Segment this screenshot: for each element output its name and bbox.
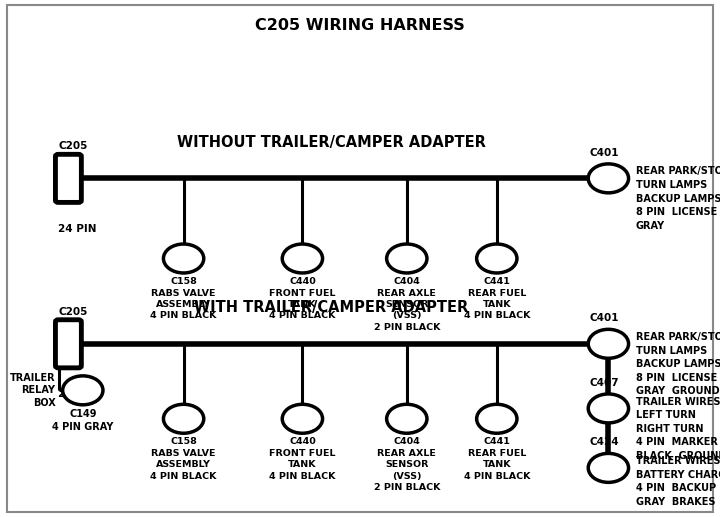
Circle shape xyxy=(63,376,103,405)
Circle shape xyxy=(163,404,204,433)
Circle shape xyxy=(588,329,629,358)
Text: C441
REAR FUEL
TANK
4 PIN BLACK: C441 REAR FUEL TANK 4 PIN BLACK xyxy=(464,277,530,321)
Text: C401: C401 xyxy=(590,148,619,158)
Text: C205: C205 xyxy=(58,307,88,316)
Text: TRAILER WIRES
LEFT TURN
RIGHT TURN
4 PIN  MARKER
BLACK  GROUND: TRAILER WIRES LEFT TURN RIGHT TURN 4 PIN… xyxy=(636,397,720,461)
Text: 24 PIN: 24 PIN xyxy=(58,389,96,399)
Text: C149
4 PIN GRAY: C149 4 PIN GRAY xyxy=(52,409,114,432)
Circle shape xyxy=(387,244,427,273)
Circle shape xyxy=(282,244,323,273)
FancyBboxPatch shape xyxy=(55,320,81,368)
Text: C424: C424 xyxy=(590,437,619,447)
Circle shape xyxy=(588,394,629,423)
Circle shape xyxy=(282,404,323,433)
Text: C158
RABS VALVE
ASSEMBLY
4 PIN BLACK: C158 RABS VALVE ASSEMBLY 4 PIN BLACK xyxy=(150,437,217,481)
Circle shape xyxy=(588,453,629,482)
Text: WITH TRAILER/CAMPER ADAPTER: WITH TRAILER/CAMPER ADAPTER xyxy=(194,300,468,315)
Text: C205: C205 xyxy=(58,141,88,151)
FancyBboxPatch shape xyxy=(55,154,81,202)
Circle shape xyxy=(477,404,517,433)
Text: C404
REAR AXLE
SENSOR
(VSS)
2 PIN BLACK: C404 REAR AXLE SENSOR (VSS) 2 PIN BLACK xyxy=(374,437,440,492)
Text: C205 WIRING HARNESS: C205 WIRING HARNESS xyxy=(255,18,465,33)
Circle shape xyxy=(477,244,517,273)
Text: C440
FRONT FUEL
TANK
4 PIN BLACK: C440 FRONT FUEL TANK 4 PIN BLACK xyxy=(269,437,336,481)
Text: C401: C401 xyxy=(590,313,619,323)
Circle shape xyxy=(163,244,204,273)
Text: 24 PIN: 24 PIN xyxy=(58,224,96,234)
Text: C440
FRONT FUEL
TANK
4 PIN BLACK: C440 FRONT FUEL TANK 4 PIN BLACK xyxy=(269,277,336,321)
Text: REAR PARK/STOP
TURN LAMPS
BACKUP LAMPS
8 PIN  LICENSE LAMPS
GRAY  GROUND: REAR PARK/STOP TURN LAMPS BACKUP LAMPS 8… xyxy=(636,332,720,397)
Circle shape xyxy=(387,404,427,433)
Text: TRAILER
RELAY
BOX: TRAILER RELAY BOX xyxy=(10,373,55,408)
Text: C407: C407 xyxy=(590,378,619,388)
Text: C404
REAR AXLE
SENSOR
(VSS)
2 PIN BLACK: C404 REAR AXLE SENSOR (VSS) 2 PIN BLACK xyxy=(374,277,440,332)
Text: WITHOUT TRAILER/CAMPER ADAPTER: WITHOUT TRAILER/CAMPER ADAPTER xyxy=(177,135,485,150)
Text: TRAILER WIRES
BATTERY CHARGE
4 PIN  BACKUP
GRAY  BRAKES: TRAILER WIRES BATTERY CHARGE 4 PIN BACKU… xyxy=(636,456,720,507)
Text: C441
REAR FUEL
TANK
4 PIN BLACK: C441 REAR FUEL TANK 4 PIN BLACK xyxy=(464,437,530,481)
Text: C158
RABS VALVE
ASSEMBLY
4 PIN BLACK: C158 RABS VALVE ASSEMBLY 4 PIN BLACK xyxy=(150,277,217,321)
Text: REAR PARK/STOP
TURN LAMPS
BACKUP LAMPS
8 PIN  LICENSE LAMPS
GRAY: REAR PARK/STOP TURN LAMPS BACKUP LAMPS 8… xyxy=(636,166,720,231)
Circle shape xyxy=(588,164,629,193)
